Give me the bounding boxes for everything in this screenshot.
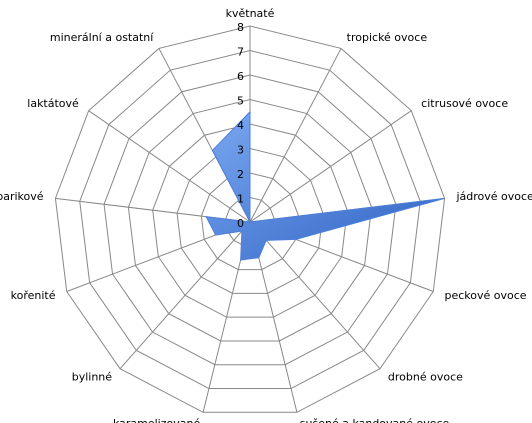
y-tick-label: 8 — [237, 21, 244, 34]
y-tick-label: 6 — [237, 70, 244, 83]
spoke — [119, 221, 251, 370]
spoke — [249, 221, 381, 370]
grid-ring — [79, 49, 421, 390]
spoke — [249, 110, 412, 223]
category-label: citrusové ovoce — [421, 97, 508, 110]
category-label: sušené a kandované ovoce — [300, 417, 450, 423]
y-tick-label: 1 — [237, 193, 244, 206]
category-label: barikové — [0, 190, 44, 203]
category-label: drobné ovoce — [388, 371, 463, 384]
category-label: minerální a ostatní — [50, 31, 154, 44]
series-area — [205, 110, 445, 261]
y-tick-label: 0 — [237, 217, 244, 230]
y-tick-label: 2 — [237, 168, 244, 181]
y-tick-label: 3 — [237, 144, 244, 157]
grid-ring — [127, 98, 373, 342]
y-tick-label: 7 — [237, 46, 244, 59]
grid-ring — [200, 172, 300, 271]
spoke — [249, 48, 342, 223]
category-label: peckové ovoce — [444, 289, 526, 302]
category-label: karamelizované — [113, 417, 201, 423]
category-label: květnaté — [226, 7, 275, 20]
category-label: jádrové ovoce — [455, 190, 532, 203]
grid-ring — [176, 147, 324, 294]
category-label: bylinné — [72, 371, 113, 384]
y-tick-label: 4 — [237, 119, 244, 132]
category-label: kořenité — [11, 289, 56, 302]
y-tick-label: 5 — [237, 95, 244, 108]
spoke — [88, 110, 251, 223]
category-label: laktátové — [27, 97, 79, 110]
grid-ring — [103, 74, 397, 366]
category-label: tropické ovoce — [347, 31, 428, 44]
grid-ring — [152, 123, 348, 318]
grid-ring — [54, 25, 446, 413]
